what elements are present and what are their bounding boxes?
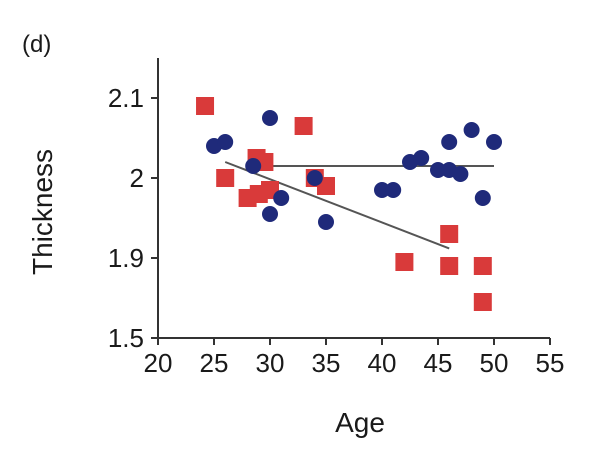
axes — [157, 58, 550, 339]
plot-area — [196, 97, 502, 311]
y-axis-title: Thickness — [27, 149, 58, 275]
x-tick-label: 50 — [480, 348, 509, 378]
red-square-point — [473, 257, 492, 275]
blue-circle-point — [273, 190, 290, 206]
x-axis-title: Age — [335, 407, 385, 438]
blue-circle-point — [413, 150, 430, 166]
x-tick-label: 40 — [368, 348, 397, 378]
blue-circle-point — [474, 190, 491, 206]
red-square-point — [395, 253, 414, 271]
red-square-point — [294, 117, 313, 135]
red-square-point — [473, 293, 492, 311]
x-tick-label: 55 — [536, 348, 565, 378]
ticks: 20 25 30 35 40 45 50 55 1.5 1.9 2 2.1 — [108, 83, 565, 378]
blue-circle-point — [262, 206, 278, 222]
panel-label: (d) — [22, 31, 51, 58]
blue-circle-point — [306, 170, 323, 186]
red-square-point — [440, 225, 459, 243]
x-tick-label: 30 — [256, 348, 285, 378]
x-tick-label: 45 — [424, 348, 453, 378]
blue-circle-point — [452, 166, 469, 182]
x-tick-label: 20 — [144, 348, 173, 378]
blue-circle-point — [430, 162, 446, 178]
red-square-point — [196, 97, 215, 115]
blue-circle-point — [318, 214, 334, 230]
blue-circle-point — [217, 134, 234, 150]
blue-circle-point — [262, 110, 278, 126]
red-square-point — [216, 169, 235, 187]
blue-circle-point — [374, 182, 390, 198]
blue-circle-point — [486, 134, 502, 150]
x-tick-label: 25 — [200, 348, 229, 378]
blue-circle-point — [385, 182, 402, 198]
blue-circle-point — [441, 134, 458, 150]
y-tick-label: 2.1 — [108, 83, 144, 113]
blue-circle-point — [245, 158, 262, 174]
red-trend-line — [224, 161, 450, 250]
red-square-point — [440, 257, 459, 275]
x-tick-label: 35 — [312, 348, 341, 378]
y-tick-label: 2 — [130, 163, 144, 193]
y-tick-label: 1.9 — [108, 243, 144, 273]
y-tick-label: 1.5 — [108, 323, 144, 353]
blue-circle-point — [463, 122, 480, 138]
